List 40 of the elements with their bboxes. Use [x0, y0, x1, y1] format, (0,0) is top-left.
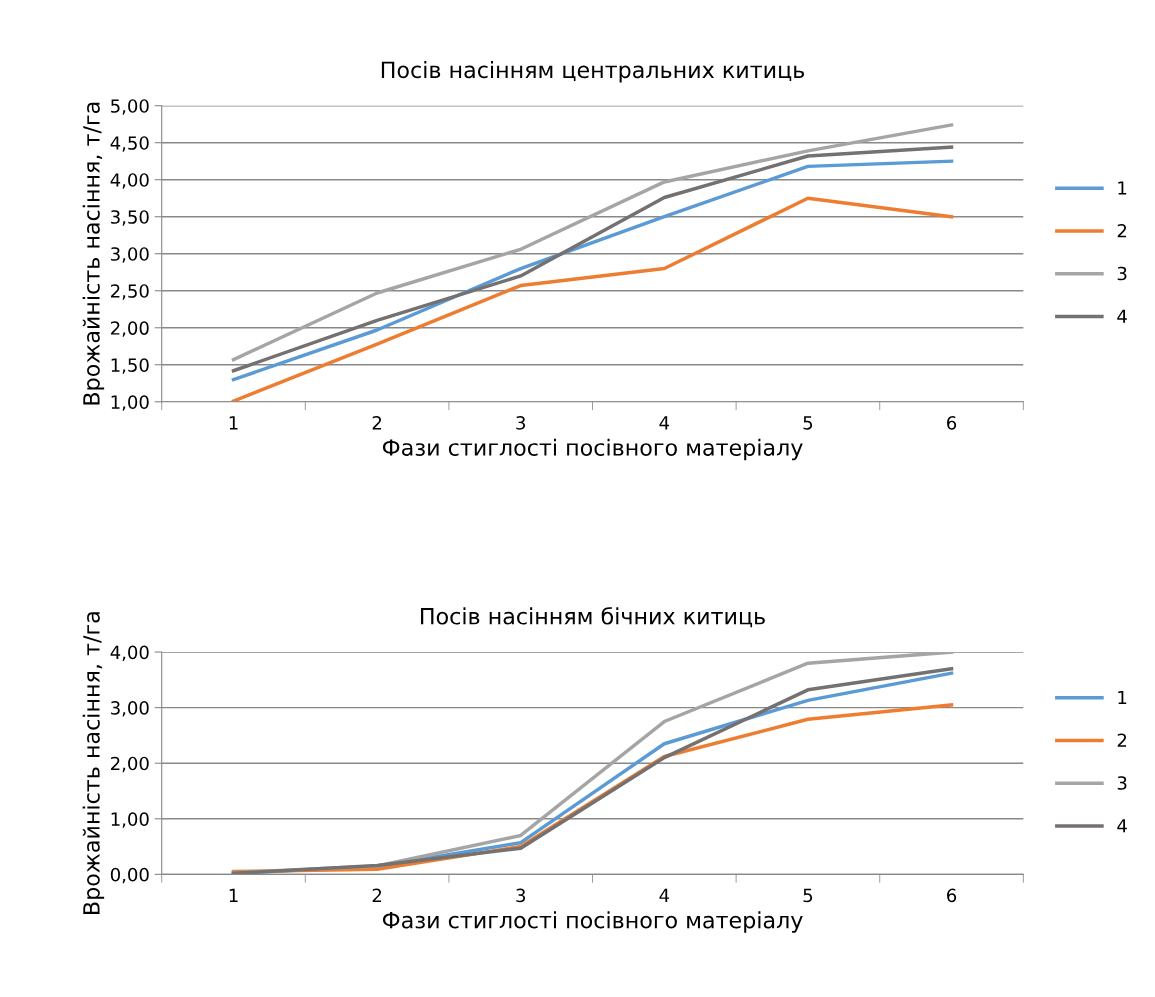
chart-title: Посів насінням бічних китиць	[421, 607, 765, 628]
x-tick-label: 1	[229, 416, 238, 430]
y-tick-label: 5,00	[111, 99, 149, 115]
x-tick-label: 2	[372, 888, 382, 902]
x-axis-title: Фази стиглості посівного матеріалу	[382, 438, 803, 461]
x-tick-label: 3	[516, 416, 526, 430]
y-tick-label: 1,50	[111, 358, 149, 374]
legend-label: 1	[1118, 690, 1127, 705]
x-tick-label: 2	[372, 416, 382, 430]
x-tick-label: 6	[947, 888, 957, 903]
y-tick-label: 1,00	[111, 812, 149, 828]
y-tick-label: 4,00	[110, 645, 149, 661]
x-tick-label: 1	[229, 888, 238, 902]
x-tick-label: 4	[659, 888, 670, 902]
y-tick-label: 3,50	[111, 210, 149, 226]
y-tick-label: 3,00	[111, 701, 149, 717]
x-tick-label: 6	[947, 416, 957, 430]
y-tick-label: 0,00	[110, 867, 149, 884]
y-axis-title: Врожайність насіння, т/га	[82, 612, 105, 914]
legend-label: 2	[1117, 223, 1127, 238]
x-tick-label: 3	[516, 888, 526, 903]
x-tick-label: 5	[803, 416, 813, 430]
legend-label: 2	[1117, 733, 1127, 747]
x-tick-label: 4	[659, 416, 670, 430]
y-tick-label: 1,00	[111, 395, 149, 411]
legend-label: 4	[1117, 819, 1127, 833]
chart-title: Посів насінням центральних китиць	[381, 61, 805, 83]
x-axis-title: Фази стиглості посівного матеріалу	[382, 911, 803, 933]
legend-label: 3	[1117, 776, 1127, 790]
y-tick-label: 4,50	[110, 136, 149, 152]
legend-label: 3	[1117, 266, 1127, 281]
y-tick-label: 3,00	[111, 247, 149, 263]
y-tick-label: 4,00	[110, 173, 149, 189]
legend-label: 4	[1117, 309, 1127, 323]
x-tick-label: 5	[803, 888, 813, 903]
y-tick-label: 2,00	[111, 756, 149, 773]
y-axis-title: Врожайність насіння, т/га	[82, 102, 105, 405]
legend-label: 1	[1118, 181, 1127, 195]
y-tick-label: 2,00	[111, 321, 149, 337]
y-tick-label: 2,50	[111, 284, 149, 300]
